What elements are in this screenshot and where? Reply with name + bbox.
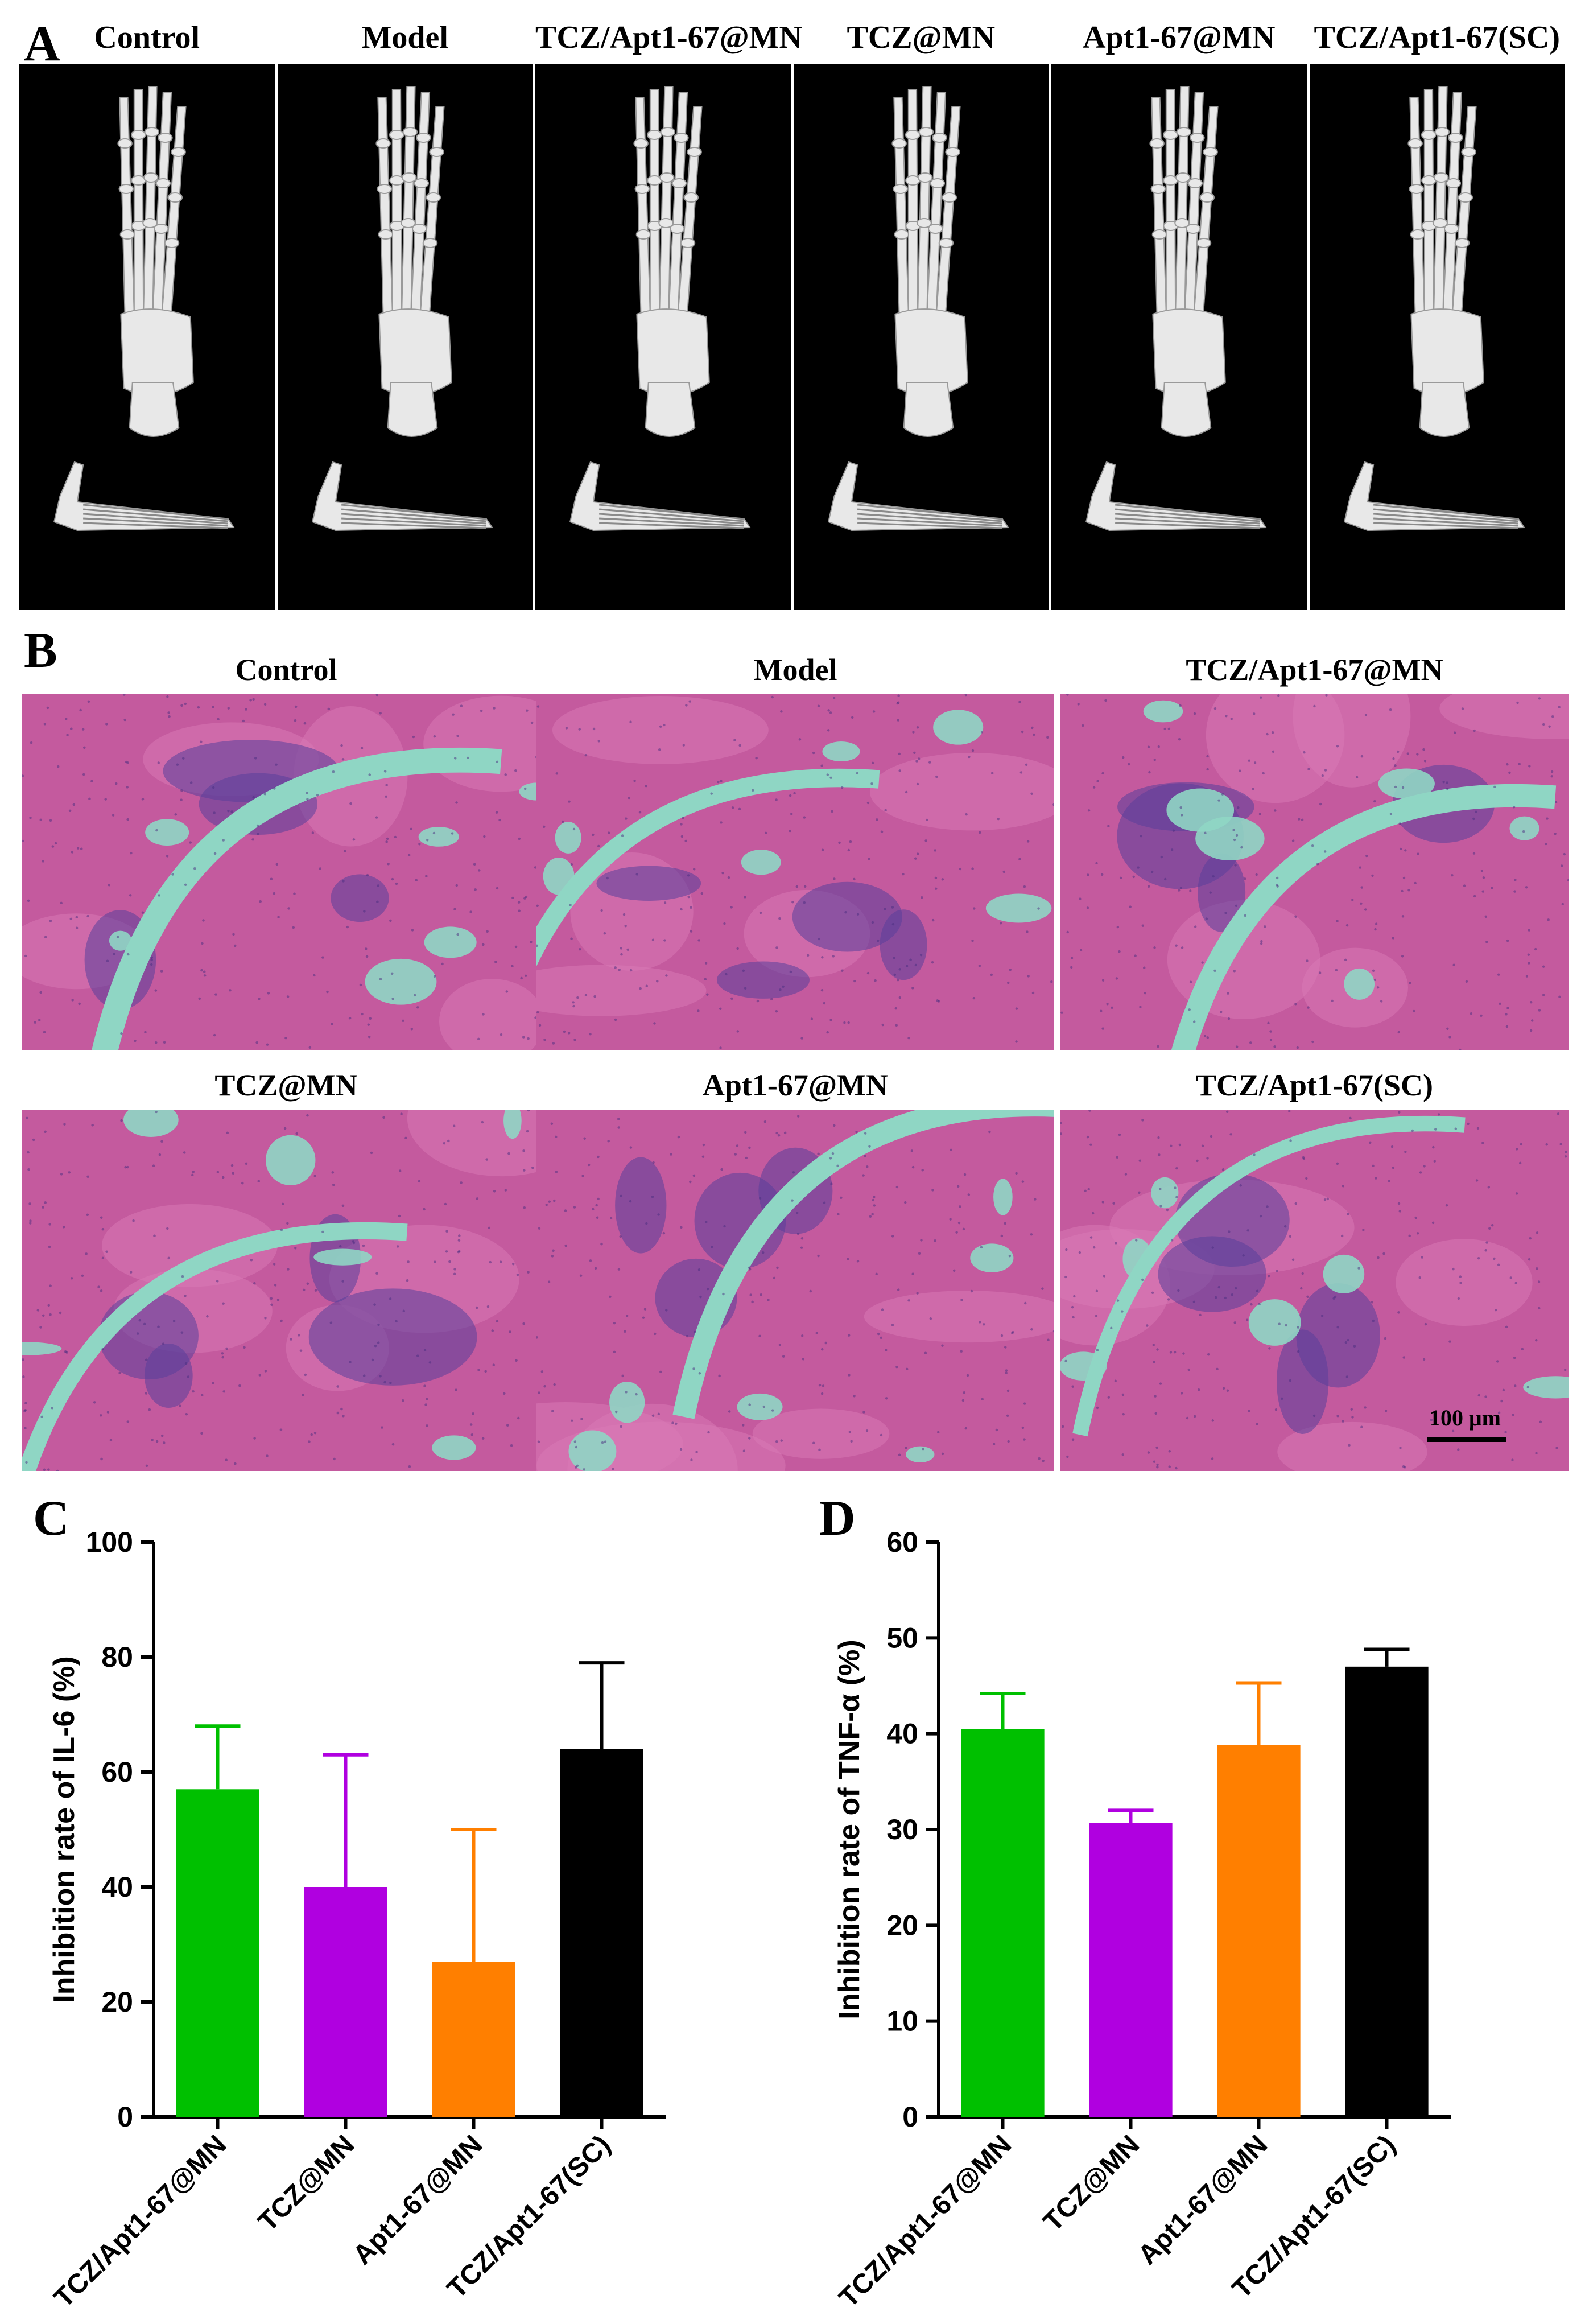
bar xyxy=(961,1729,1045,2117)
y-tick-label: 20 xyxy=(886,1909,918,1941)
ct-group-title: Control xyxy=(94,20,200,55)
y-tick-label: 20 xyxy=(101,1986,133,2018)
y-tick-label: 50 xyxy=(886,1622,918,1654)
paw-bone-illustration xyxy=(569,86,752,531)
y-tick-label: 40 xyxy=(886,1718,918,1750)
paw-bone-illustration xyxy=(827,86,1009,531)
ct-scan-image xyxy=(1051,64,1307,610)
bar xyxy=(176,1789,259,2117)
error-bar xyxy=(195,1724,241,1790)
he-stain-image xyxy=(1060,1110,1569,1471)
x-tick-label: TCZ/Apt1-67@MN xyxy=(836,2129,1017,2313)
x-tick-label: Apt1-67@MN xyxy=(347,2129,488,2271)
il6-inhibition-bar-chart: 0 20 40 60 80 100 Inhibition rate of IL-6 (%) T… xyxy=(48,1526,666,2314)
scale-bar xyxy=(1427,1437,1506,1442)
ct-group-title: TCZ/Apt1-67(SC) xyxy=(1314,20,1560,55)
bar xyxy=(1089,1823,1173,2117)
he-stain-image xyxy=(1060,694,1569,1050)
error-bar xyxy=(1108,1808,1154,1823)
ct-group-title: Model xyxy=(361,20,448,55)
ct-scan-image xyxy=(535,64,791,610)
y-tick-label: 30 xyxy=(886,1814,918,1845)
scale-bar-label: 100 μm xyxy=(1429,1405,1501,1431)
tissue-section-illustration xyxy=(22,1110,551,1471)
ct-scan-image xyxy=(277,64,533,610)
he-stain-image xyxy=(22,1110,551,1471)
tissue-section-illustration xyxy=(536,1110,1054,1471)
he-group-title: TCZ/Apt1-67(SC) xyxy=(1195,1068,1434,1102)
ct-group-title: Apt1-67@MN xyxy=(1083,20,1276,55)
tissue-section-illustration xyxy=(1060,1110,1569,1471)
error-bar xyxy=(579,1661,625,1749)
paw-bone-illustration xyxy=(1343,86,1525,531)
bar xyxy=(560,1749,643,2117)
y-tick-label: 100 xyxy=(86,1526,133,1558)
y-axis-label: Inhibition rate of TNF-α (%) xyxy=(836,1639,866,2019)
ct-scan-image xyxy=(19,64,275,610)
error-bar xyxy=(1364,1647,1410,1667)
error-bar xyxy=(980,1691,1026,1729)
bar xyxy=(1345,1666,1429,2117)
tissue-section-illustration xyxy=(1060,694,1569,1050)
he-stain-image xyxy=(536,1110,1054,1471)
bar xyxy=(1217,1745,1301,2117)
ct-scan-image xyxy=(793,64,1049,610)
y-tick-label: 10 xyxy=(886,2005,918,2037)
he-group-title: TCZ/Apt1-67@MN xyxy=(1186,653,1443,687)
he-stain-image xyxy=(536,694,1054,1050)
panel-label-c: C xyxy=(33,1491,69,1546)
panel-label-d: D xyxy=(819,1491,856,1546)
he-group-title: Model xyxy=(753,653,837,687)
panel-label-b: B xyxy=(24,623,57,678)
he-stain-image xyxy=(22,694,551,1050)
paw-bone-illustration xyxy=(1085,86,1268,531)
x-tick-label: TCZ/Apt1-67@MN xyxy=(51,2129,232,2313)
he-group-title: TCZ@MN xyxy=(214,1068,358,1102)
bar xyxy=(432,1962,515,2117)
y-tick-label: 80 xyxy=(101,1641,133,1673)
tissue-section-illustration xyxy=(22,694,551,1050)
he-group-title: Apt1-67@MN xyxy=(702,1068,889,1102)
y-tick-label: 40 xyxy=(101,1871,133,1903)
paw-bone-illustration xyxy=(311,86,493,531)
paw-bone-illustration xyxy=(53,86,236,531)
tnf-alpha-inhibition-bar-chart: 0 10 20 30 40 50 60 Inhibition rate of TNF-α (%… xyxy=(833,1526,1451,2314)
ct-group-title: TCZ@MN xyxy=(847,20,996,55)
y-axis-label: Inhibition rate of IL-6 (%) xyxy=(51,1656,81,2003)
y-tick-label: 60 xyxy=(101,1756,133,1788)
y-tick-label: 0 xyxy=(902,2101,918,2133)
tissue-section-illustration xyxy=(536,694,1054,1050)
x-tick-label: Apt1-67@MN xyxy=(1132,2129,1273,2271)
y-tick-label: 0 xyxy=(117,2101,133,2133)
panel-label-a: A xyxy=(24,17,60,72)
ct-group-title: TCZ/Apt1-67@MN xyxy=(535,20,802,55)
he-group-title: Control xyxy=(235,653,337,687)
x-tick-label: TCZ@MN xyxy=(1038,2129,1145,2237)
x-tick-label: TCZ@MN xyxy=(253,2129,360,2237)
bar xyxy=(304,1887,387,2117)
error-bar xyxy=(1236,1681,1282,1745)
ct-scan-image xyxy=(1309,64,1565,610)
y-tick-label: 60 xyxy=(886,1526,918,1558)
error-bar xyxy=(323,1753,369,1887)
error-bar xyxy=(451,1828,497,1962)
